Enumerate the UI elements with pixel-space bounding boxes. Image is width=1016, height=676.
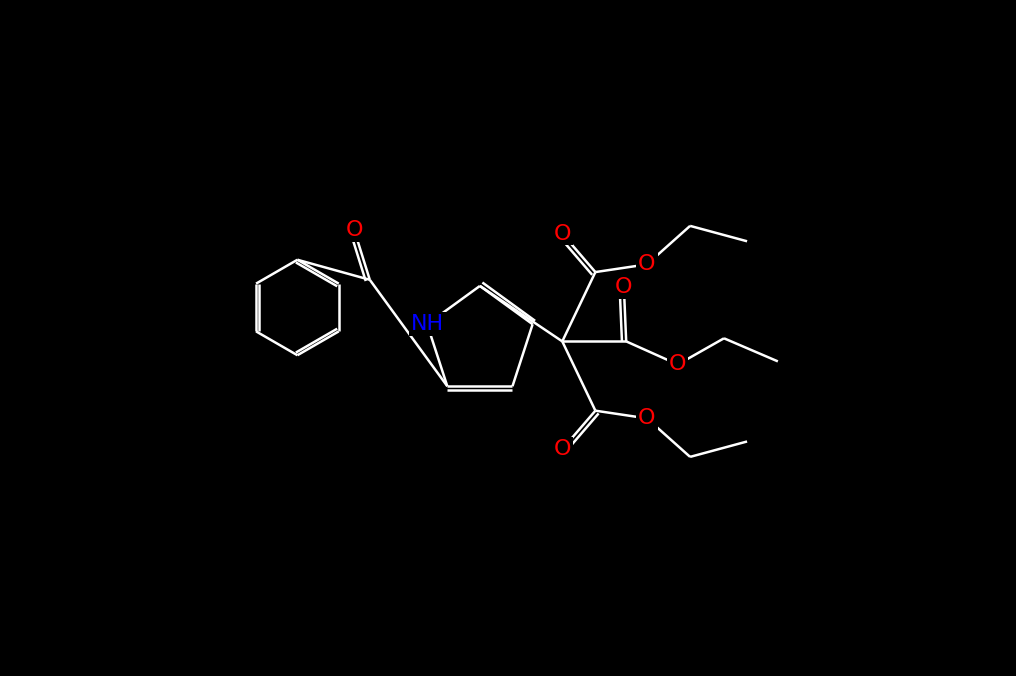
Text: O: O xyxy=(345,220,363,241)
Text: O: O xyxy=(554,224,571,243)
Text: O: O xyxy=(638,254,655,274)
Text: O: O xyxy=(669,354,687,375)
Text: O: O xyxy=(554,439,571,459)
Text: O: O xyxy=(638,408,655,429)
Text: NH: NH xyxy=(410,314,444,334)
Text: O: O xyxy=(615,277,633,297)
